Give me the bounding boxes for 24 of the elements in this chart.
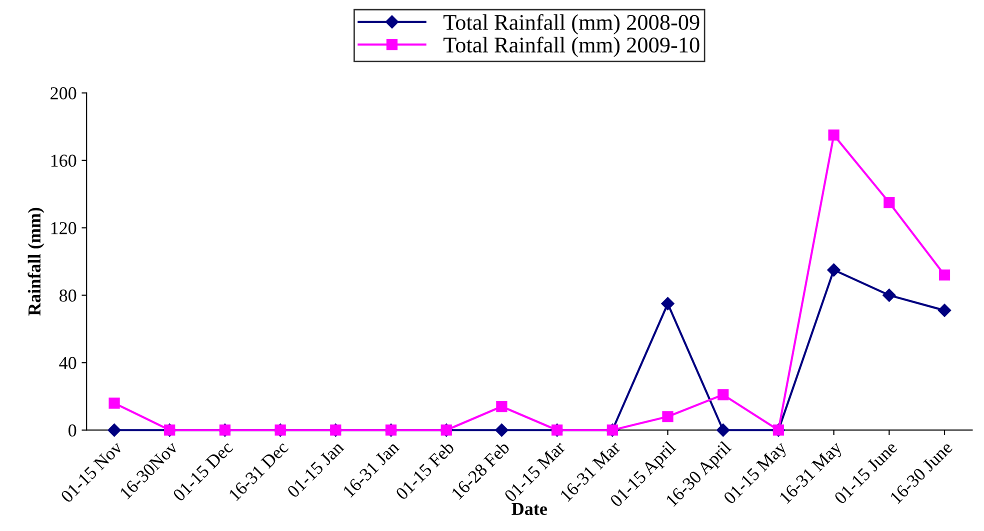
point bbox=[884, 196, 895, 208]
legend-label: Total Rainfall (mm) 2009-10 bbox=[444, 36, 700, 58]
point bbox=[661, 297, 674, 310]
point bbox=[495, 424, 508, 437]
y-tick-label: 120 bbox=[51, 222, 76, 234]
point bbox=[662, 411, 674, 422]
point bbox=[938, 269, 950, 281]
point bbox=[938, 304, 952, 317]
point bbox=[827, 263, 840, 277]
y-tick-label: 200 bbox=[50, 87, 76, 100]
y-tick-label: 160 bbox=[51, 154, 76, 167]
point bbox=[882, 288, 896, 302]
x-axis-title: Date bbox=[512, 503, 547, 516]
point bbox=[828, 130, 840, 141]
y-tick-label: 0 bbox=[68, 424, 76, 437]
point bbox=[716, 424, 730, 437]
point bbox=[108, 424, 121, 437]
point bbox=[108, 398, 120, 409]
y-axis-title: Rainfall (mm) bbox=[28, 208, 44, 316]
legend-label: Total Rainfall (mm) 2008-09 bbox=[444, 14, 700, 34]
y-tick-label: 80 bbox=[60, 289, 76, 302]
y-tick-label: 40 bbox=[59, 356, 76, 370]
point bbox=[496, 400, 508, 412]
point bbox=[718, 389, 729, 400]
